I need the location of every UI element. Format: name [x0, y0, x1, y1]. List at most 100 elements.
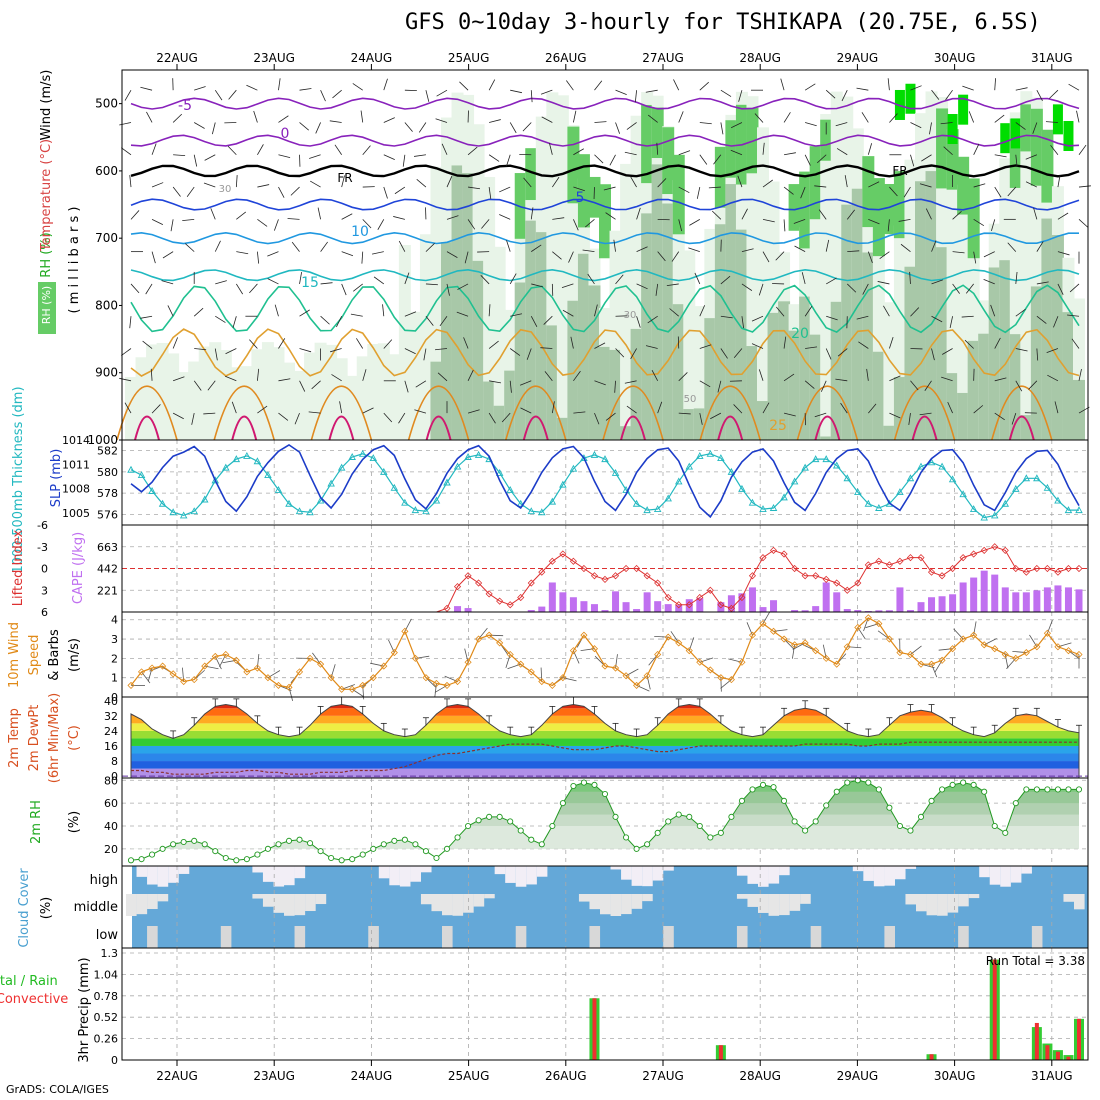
wind-barb [481, 219, 490, 229]
wind-barb [320, 282, 333, 285]
wind-barb [856, 315, 869, 320]
rh-mid-cell [662, 127, 675, 195]
rh2m-point [791, 818, 798, 825]
cloud-clear-middle [905, 894, 917, 905]
rh-light-cell [609, 349, 622, 440]
wind-barb [193, 307, 204, 317]
lifted-index-point [506, 601, 514, 609]
thickness-point [906, 474, 915, 482]
cloud-clear-high [779, 866, 790, 876]
rh-light-cell [472, 260, 485, 440]
wind-barb [383, 117, 395, 123]
wind-barb [257, 219, 268, 227]
wind10m-point [127, 681, 135, 689]
cloud-clear-middle [420, 894, 432, 905]
rh-light-cell [893, 377, 906, 440]
cloud-clear-middle [315, 894, 327, 905]
wind-barb [847, 250, 860, 253]
wind-barb [696, 186, 701, 199]
wind-barb [151, 182, 164, 188]
cloud-clear-low [442, 926, 453, 948]
wind-barb [615, 122, 621, 134]
temperature-contour-label: 20 [791, 326, 809, 342]
wind-barb [267, 278, 279, 285]
thickness-point [1001, 499, 1010, 507]
wind-barb [817, 154, 827, 164]
wind10m-point [380, 662, 388, 670]
cape-bar [685, 599, 693, 612]
cape-bar [991, 574, 999, 612]
wind-barb [866, 368, 869, 381]
temp-band [131, 704, 1079, 709]
wind-barb [931, 240, 937, 252]
thickness-point [727, 467, 736, 475]
wind-barb [741, 248, 754, 253]
wind10m-point [590, 645, 599, 653]
cloud-clear-high [178, 866, 190, 874]
wind-barb [1078, 144, 1087, 155]
wind10m-point [1033, 643, 1041, 651]
cape-bar [833, 592, 841, 612]
wind-barb [330, 348, 342, 353]
wind-barb [425, 315, 434, 326]
wind-barb [290, 186, 300, 196]
wind-barb [879, 251, 890, 260]
wind10m-point [654, 650, 662, 659]
wind-barb [568, 251, 574, 263]
wind-barb [214, 89, 223, 101]
thickness-point [548, 497, 557, 505]
wind-barb [636, 283, 648, 290]
thickness-point [411, 506, 420, 514]
lifted-index-point [949, 564, 957, 573]
wind-barb [751, 315, 764, 322]
wind-barb [173, 154, 186, 156]
wind-barb [552, 251, 562, 260]
wind10m-point [927, 660, 936, 668]
wind10m-point [622, 672, 630, 680]
wind-barb [194, 86, 206, 91]
wind10m-point [232, 656, 240, 664]
thickness-point [696, 451, 704, 459]
rh-mid-cell [936, 108, 949, 189]
temperature-contour-label: 5 [576, 190, 585, 206]
wind-barb [124, 89, 132, 101]
wind-barb [991, 219, 996, 231]
bottom-date-tick-label: 30AUG [934, 1069, 976, 1083]
rh-pale-cell [272, 347, 285, 440]
wind-barb [509, 348, 521, 356]
thickness-date-gridlines [176, 440, 1053, 525]
temperature-contour-line [717, 415, 744, 441]
wind-barb [130, 210, 140, 220]
wind-barb [699, 154, 708, 165]
wind-barb [931, 348, 935, 361]
wind-barb [499, 186, 511, 193]
rh-pale-cell [820, 114, 833, 440]
wind-barb [940, 122, 953, 125]
thickness-point [811, 455, 820, 463]
wind-barb [776, 306, 785, 317]
cloud-clear-high [410, 866, 421, 882]
wind-barb [825, 348, 832, 360]
wind10m-point [517, 660, 525, 668]
cloud-clear-middle [621, 894, 632, 915]
thickness-point [190, 507, 198, 515]
wind-barb [1036, 348, 1039, 361]
cloud-clear-high [136, 866, 148, 877]
wind10m-point [548, 681, 556, 689]
thickness-point [295, 507, 304, 515]
cloud-clear-middle [442, 894, 453, 916]
rh2m-point [665, 818, 672, 825]
wind-barb [762, 179, 773, 188]
cloud-clear-high [389, 866, 400, 886]
cloud-clear-high [378, 866, 390, 879]
rh2m-point [496, 813, 503, 820]
precip-convective-bar [1045, 1045, 1050, 1060]
wind-barb [762, 251, 770, 263]
temp-band [131, 753, 1079, 762]
wind10m-point [748, 631, 757, 639]
cape-bar [812, 606, 820, 612]
wind-barb [341, 213, 353, 220]
rh-light-cell [904, 266, 917, 440]
wind-barb [1057, 283, 1064, 295]
cape-bar [875, 610, 883, 612]
